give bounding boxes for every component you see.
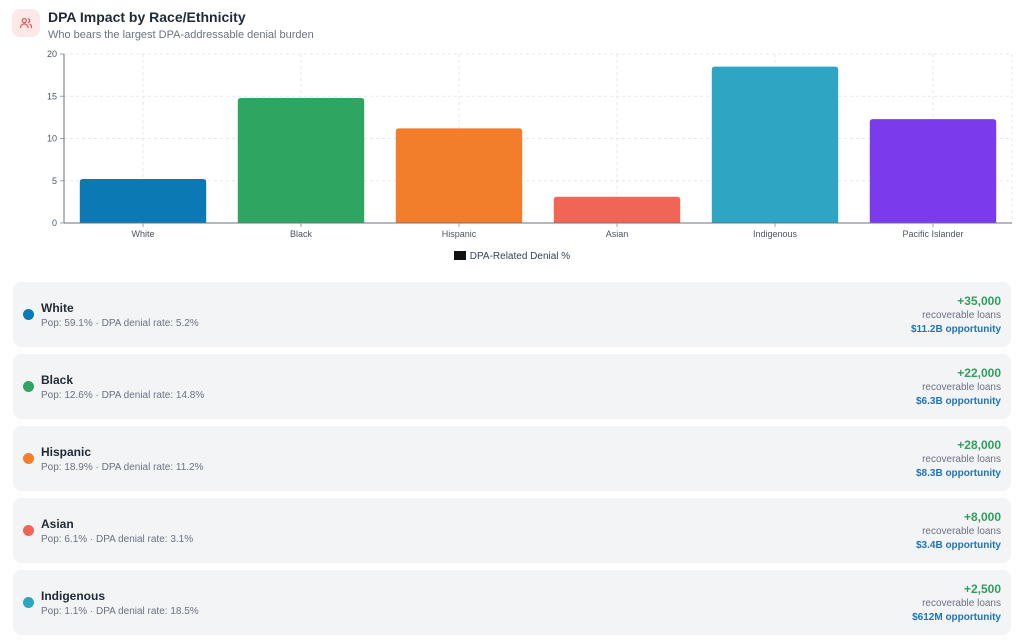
group-stats: Pop: 6.1% · DPA denial rate: 3.1% bbox=[41, 534, 194, 545]
chart-title: DPA Impact by Race/Ethnicity bbox=[48, 9, 246, 25]
group-card-asian[interactable]: Asian Pop: 6.1% · DPA denial rate: 3.1% … bbox=[13, 498, 1011, 563]
opportunity-value: $3.4B opportunity bbox=[915, 540, 1001, 551]
recoverable-label: recoverable loans bbox=[922, 382, 1001, 393]
recoverable-label: recoverable loans bbox=[922, 454, 1001, 465]
group-color-dot bbox=[23, 597, 34, 608]
group-color-dot bbox=[23, 453, 34, 464]
recoverable-count: +8,000 bbox=[963, 510, 1001, 524]
y-tick-label: 20 bbox=[47, 49, 57, 59]
group-name: Black bbox=[41, 373, 74, 387]
group-stats: Pop: 1.1% · DPA denial rate: 18.5% bbox=[41, 606, 199, 617]
group-card-black[interactable]: Black Pop: 12.6% · DPA denial rate: 14.8… bbox=[13, 354, 1011, 419]
chart-subtitle: Who bears the largest DPA-addressable de… bbox=[48, 29, 314, 41]
bar-chart: 0 5 10 15 20 White Black Hispanic Asian Indigenou… bbox=[47, 49, 1013, 239]
y-tick-label: 15 bbox=[47, 91, 57, 101]
opportunity-value: $6.3B opportunity bbox=[915, 396, 1001, 407]
opportunity-value: $612M opportunity bbox=[912, 612, 1001, 623]
recoverable-count: +28,000 bbox=[957, 438, 1001, 452]
bar-indigenous bbox=[711, 66, 839, 223]
x-tick-label: Asian bbox=[606, 229, 629, 239]
group-stats: Pop: 12.6% · DPA denial rate: 14.8% bbox=[41, 390, 205, 401]
group-stats: Pop: 18.9% · DPA denial rate: 11.2% bbox=[41, 462, 204, 473]
recoverable-count: +2,500 bbox=[963, 582, 1001, 596]
group-name: Indigenous bbox=[41, 589, 105, 603]
group-name: Hispanic bbox=[41, 445, 92, 459]
legend-swatch bbox=[453, 251, 466, 260]
recoverable-label: recoverable loans bbox=[922, 310, 1001, 321]
y-tick-label: 5 bbox=[52, 176, 57, 186]
group-color-dot bbox=[23, 381, 34, 392]
group-card-indigenous[interactable]: Indigenous Pop: 1.1% · DPA denial rate: … bbox=[13, 570, 1011, 635]
bar-asian bbox=[553, 196, 681, 223]
bar-white bbox=[79, 179, 207, 223]
group-card-list: White Pop: 59.1% · DPA denial rate: 5.2%… bbox=[13, 282, 1011, 642]
group-card-hispanic[interactable]: Hispanic Pop: 18.9% · DPA denial rate: 1… bbox=[13, 426, 1011, 491]
x-tick-label: Black bbox=[290, 229, 313, 239]
recoverable-count: +35,000 bbox=[957, 294, 1001, 308]
legend-label: DPA-Related Denial % bbox=[469, 251, 571, 262]
bar-hispanic bbox=[395, 128, 523, 223]
x-tick-label: Pacific Islander bbox=[902, 229, 963, 239]
opportunity-value: $8.3B opportunity bbox=[915, 468, 1001, 479]
bar-pacific-islander bbox=[869, 119, 997, 223]
bar-black bbox=[237, 97, 365, 223]
x-tick-label: White bbox=[131, 229, 154, 239]
group-color-dot bbox=[23, 309, 34, 320]
chart-header: DPA Impact by Race/Ethnicity Who bears t… bbox=[12, 8, 314, 42]
group-name: White bbox=[41, 301, 74, 315]
opportunity-value: $11.2B opportunity bbox=[910, 324, 1001, 335]
group-stats: Pop: 59.1% · DPA denial rate: 5.2% bbox=[41, 318, 199, 329]
y-tick-label: 10 bbox=[47, 134, 57, 144]
group-name: Asian bbox=[41, 517, 74, 531]
x-tick-label: Hispanic bbox=[442, 229, 477, 239]
users-icon bbox=[12, 9, 40, 37]
recoverable-label: recoverable loans bbox=[922, 598, 1001, 609]
recoverable-count: +22,000 bbox=[957, 366, 1001, 380]
recoverable-label: recoverable loans bbox=[922, 526, 1001, 537]
y-tick-label: 0 bbox=[52, 218, 57, 228]
group-color-dot bbox=[23, 525, 34, 536]
group-card-white[interactable]: White Pop: 59.1% · DPA denial rate: 5.2%… bbox=[13, 282, 1011, 347]
x-tick-label: Indigenous bbox=[753, 229, 798, 239]
chart-legend: DPA-Related Denial % bbox=[0, 251, 1024, 262]
